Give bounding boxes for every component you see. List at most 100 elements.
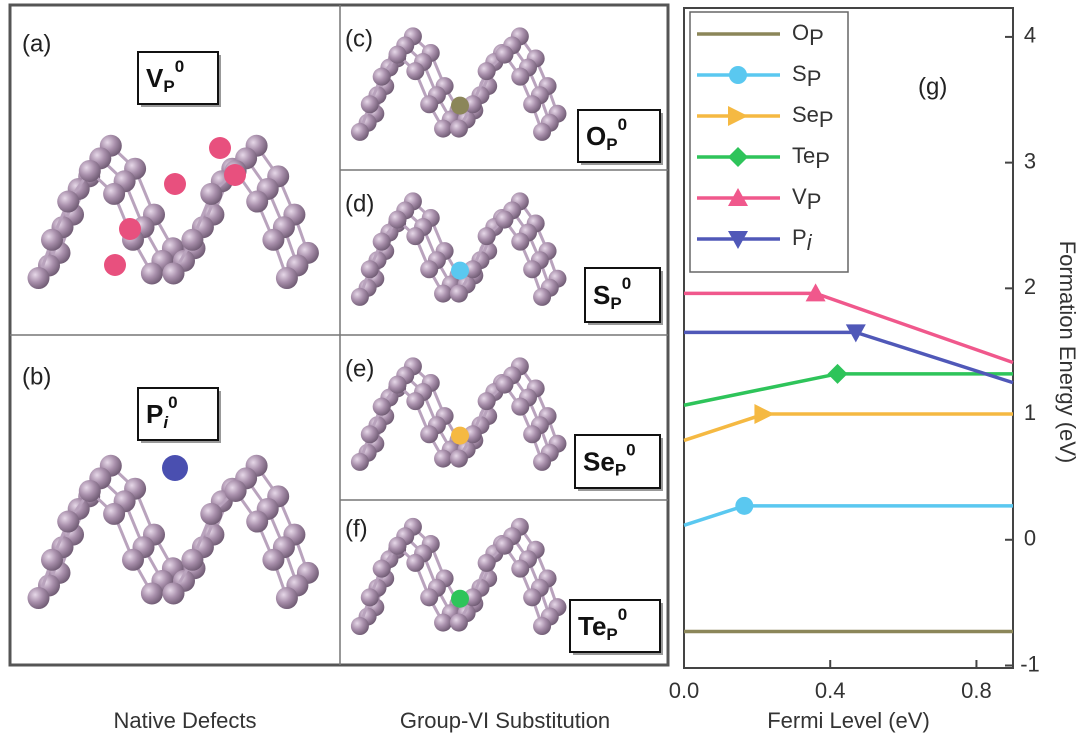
atom (373, 233, 391, 251)
atom (420, 588, 438, 606)
panel-label: (e) (345, 355, 374, 382)
atom (389, 46, 407, 64)
legend-name: P (792, 225, 807, 250)
atom-structure (351, 27, 567, 141)
atom (79, 160, 101, 182)
atom (276, 587, 298, 609)
atom (478, 62, 496, 80)
species-sup: 0 (168, 393, 177, 412)
species-box: SP0 (585, 268, 663, 325)
atom (28, 587, 50, 609)
atom (41, 549, 63, 571)
marker (735, 497, 753, 515)
defect-atom (209, 137, 231, 159)
atom (478, 227, 496, 245)
atom-structure (351, 192, 567, 306)
atom (450, 450, 468, 468)
species-base: S (593, 280, 610, 310)
species-base: Te (578, 611, 606, 641)
atom-structure (28, 455, 319, 609)
species-box: OP0 (578, 110, 663, 165)
atom (373, 560, 391, 578)
atom (511, 233, 529, 251)
marker (729, 66, 747, 84)
x-tick-label: 0.8 (961, 678, 992, 703)
figure: Native Defects Group-VI Substitution (g)… (0, 0, 1085, 744)
atom (523, 260, 541, 278)
atom (351, 123, 369, 141)
atom (406, 227, 424, 245)
legend-sub: P (807, 189, 822, 214)
atom (533, 617, 551, 635)
atom (79, 480, 101, 502)
y-tick-label: 3 (1024, 148, 1036, 173)
atom (262, 549, 284, 571)
atom (389, 211, 407, 229)
species-sub: P (163, 77, 174, 96)
legend-name: S (792, 61, 807, 86)
atom (361, 425, 379, 443)
atom (511, 560, 529, 578)
y-axis-label: Formation Energy (eV) (1055, 241, 1080, 464)
defect-atom (451, 427, 469, 445)
legend-frame (690, 12, 848, 272)
species-box: TeP0 (570, 600, 663, 655)
legend-sub: P (809, 25, 824, 50)
legend-name: V (792, 184, 807, 209)
structures (28, 27, 567, 635)
atom (478, 554, 496, 572)
caption: Native Defects (113, 708, 256, 733)
atom (389, 537, 407, 555)
atom (420, 260, 438, 278)
atom (163, 582, 185, 604)
species-sup: 0 (622, 274, 631, 293)
atom (122, 549, 144, 571)
atom (523, 425, 541, 443)
atom (351, 453, 369, 471)
atom (57, 191, 79, 213)
atom (389, 376, 407, 394)
caption: Group-VI Substitution (400, 708, 610, 733)
atom (141, 582, 163, 604)
species-sup: 0 (618, 605, 627, 624)
atom (533, 123, 551, 141)
atom (450, 614, 468, 632)
panel-label: (a) (22, 30, 51, 57)
panel-label: (b) (22, 363, 51, 390)
atom (361, 95, 379, 113)
atom (373, 68, 391, 86)
y-tick-label: 1 (1024, 400, 1036, 425)
atom (511, 398, 529, 416)
atom (141, 262, 163, 284)
atom (181, 229, 203, 251)
atom (406, 392, 424, 410)
y-tick-label: 4 (1024, 23, 1036, 48)
atom (450, 285, 468, 303)
atom (523, 588, 541, 606)
species-sup: 0 (618, 115, 627, 134)
defect-atom (451, 590, 469, 608)
species-box: Pi0 (138, 388, 221, 443)
legend-name: O (792, 20, 809, 45)
legend-sub: P (807, 66, 822, 91)
atom (450, 120, 468, 138)
atom (246, 511, 268, 533)
x-tick-label: 0.0 (669, 678, 700, 703)
panel-label: (c) (345, 25, 373, 52)
atom (200, 503, 222, 525)
atom (478, 392, 496, 410)
legend-sub: P (819, 107, 834, 132)
species-sub: P (606, 625, 617, 644)
legend-name: Te (792, 143, 815, 168)
species-sub: P (615, 461, 626, 480)
atom (523, 95, 541, 113)
legend-sub: P (815, 148, 830, 173)
legend-name: Se (792, 102, 819, 127)
atom (225, 480, 247, 502)
atom (262, 229, 284, 251)
defect-atom (224, 164, 246, 186)
y-tick-label: -1 (1020, 651, 1040, 676)
atom (434, 450, 452, 468)
y-tick-label: 0 (1024, 526, 1036, 551)
species-base: P (146, 399, 163, 429)
